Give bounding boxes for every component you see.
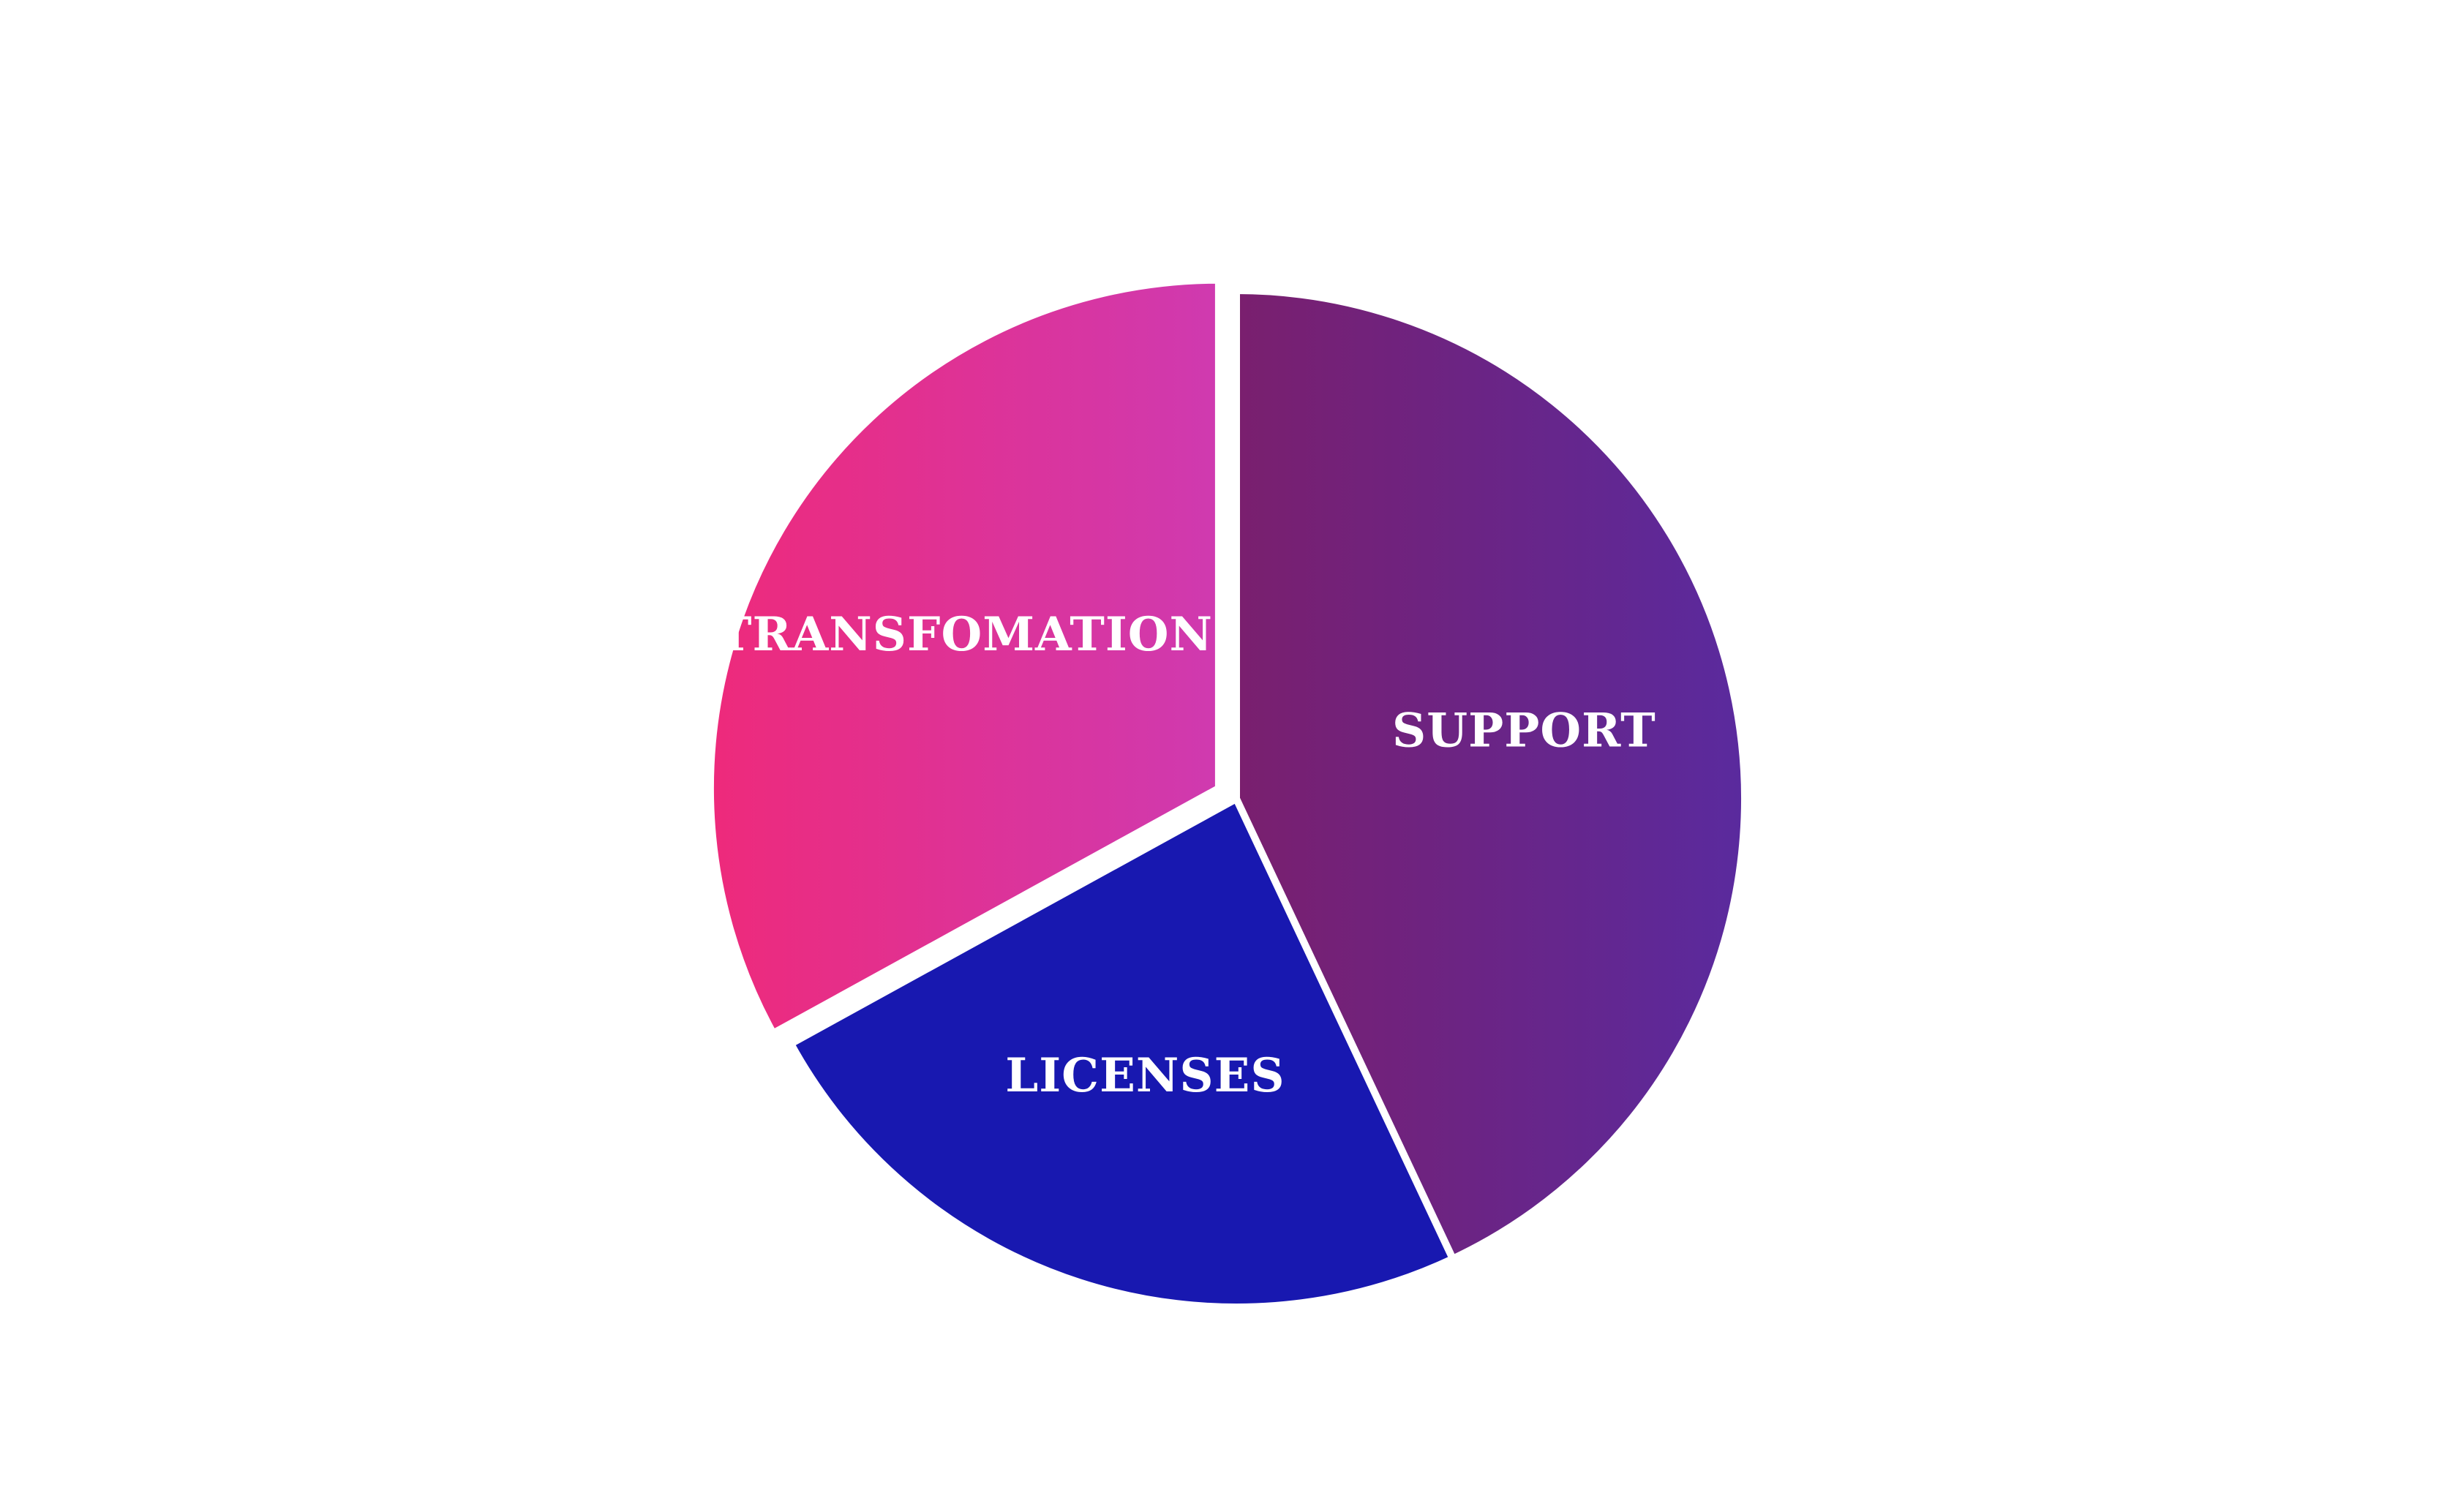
pie-slice-transfomation xyxy=(706,276,1222,1037)
pie-slice-licenses xyxy=(786,795,1457,1311)
slice-label-transfomation: TRANSFOMATION xyxy=(717,607,1213,662)
slice-label-licenses: LICENSES xyxy=(1005,1048,1285,1103)
pie-slices xyxy=(706,276,1748,1311)
pie-labels: SUPPORT LICENSES TRANSFOMATION xyxy=(717,607,1656,1103)
pie-slice-support xyxy=(1233,287,1748,1263)
slice-label-support: SUPPORT xyxy=(1392,704,1656,759)
